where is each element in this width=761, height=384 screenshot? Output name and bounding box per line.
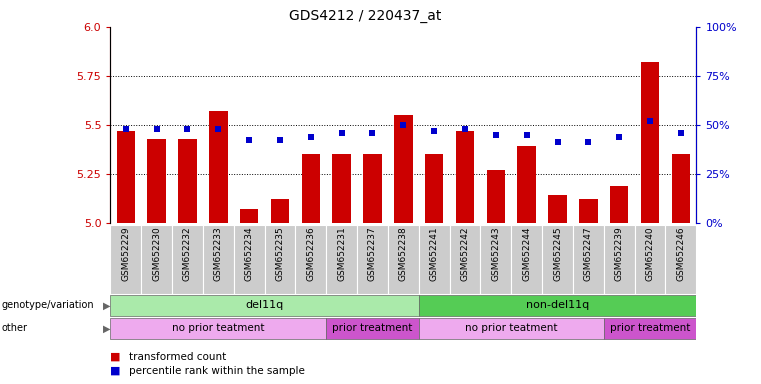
Bar <box>363 154 382 223</box>
Bar <box>209 111 228 223</box>
Bar <box>419 295 696 316</box>
Bar <box>548 195 567 223</box>
Bar <box>116 131 135 223</box>
Bar <box>265 225 295 294</box>
Bar <box>301 154 320 223</box>
Bar <box>295 225 326 294</box>
Text: GSM652244: GSM652244 <box>522 227 531 281</box>
Text: ▶: ▶ <box>103 300 110 310</box>
Bar <box>142 225 172 294</box>
Text: ■: ■ <box>110 352 121 362</box>
Text: GSM652233: GSM652233 <box>214 227 223 281</box>
Text: other: other <box>2 323 27 333</box>
Bar <box>486 170 505 223</box>
Bar <box>517 146 536 223</box>
Text: ■: ■ <box>110 366 121 376</box>
Text: prior treatment: prior treatment <box>610 323 690 333</box>
Bar <box>203 225 234 294</box>
Text: GSM652239: GSM652239 <box>615 227 624 281</box>
Bar <box>603 225 635 294</box>
Text: GSM652229: GSM652229 <box>121 227 130 281</box>
Text: GSM652237: GSM652237 <box>368 227 377 281</box>
Bar <box>579 199 597 223</box>
Bar <box>110 225 142 294</box>
Bar <box>672 154 690 223</box>
Text: GSM652234: GSM652234 <box>244 227 253 281</box>
Text: GSM652247: GSM652247 <box>584 227 593 281</box>
Text: GSM652232: GSM652232 <box>183 227 192 281</box>
Bar <box>635 225 665 294</box>
Bar <box>240 209 259 223</box>
Bar <box>542 225 573 294</box>
Text: GSM652240: GSM652240 <box>645 227 654 281</box>
Bar <box>450 225 480 294</box>
Bar <box>388 225 419 294</box>
Bar <box>357 225 388 294</box>
Text: GSM652242: GSM652242 <box>460 227 470 281</box>
Text: transformed count: transformed count <box>129 352 227 362</box>
Text: prior treatment: prior treatment <box>333 323 412 333</box>
Text: percentile rank within the sample: percentile rank within the sample <box>129 366 305 376</box>
Bar <box>394 115 412 223</box>
Text: GSM652230: GSM652230 <box>152 227 161 281</box>
Bar <box>419 225 450 294</box>
Text: GSM652241: GSM652241 <box>430 227 438 281</box>
Bar <box>665 225 696 294</box>
Text: GSM652245: GSM652245 <box>553 227 562 281</box>
Text: ▶: ▶ <box>103 323 110 333</box>
Bar <box>480 225 511 294</box>
Bar <box>419 318 603 339</box>
Text: GSM652235: GSM652235 <box>275 227 285 281</box>
Text: no prior teatment: no prior teatment <box>172 323 265 333</box>
Bar <box>326 225 357 294</box>
Bar <box>456 131 474 223</box>
Bar <box>148 139 166 223</box>
Bar <box>333 154 351 223</box>
Bar <box>425 154 444 223</box>
Bar <box>610 185 629 223</box>
Text: GSM652243: GSM652243 <box>492 227 500 281</box>
Bar <box>511 225 542 294</box>
Bar <box>641 62 659 223</box>
Text: GSM652231: GSM652231 <box>337 227 346 281</box>
Bar <box>326 318 419 339</box>
Bar <box>271 199 289 223</box>
Bar <box>172 225 203 294</box>
Bar <box>110 318 326 339</box>
Text: GSM652236: GSM652236 <box>307 227 315 281</box>
Text: del11q: del11q <box>246 300 284 310</box>
Bar <box>573 225 603 294</box>
Bar <box>110 295 419 316</box>
Text: GSM652246: GSM652246 <box>677 227 686 281</box>
Bar <box>234 225 265 294</box>
Text: non-del11q: non-del11q <box>526 300 589 310</box>
Text: no prior teatment: no prior teatment <box>465 323 558 333</box>
Text: GDS4212 / 220437_at: GDS4212 / 220437_at <box>289 9 441 23</box>
Bar <box>178 139 196 223</box>
Text: genotype/variation: genotype/variation <box>2 300 94 310</box>
Text: GSM652238: GSM652238 <box>399 227 408 281</box>
Bar <box>603 318 696 339</box>
